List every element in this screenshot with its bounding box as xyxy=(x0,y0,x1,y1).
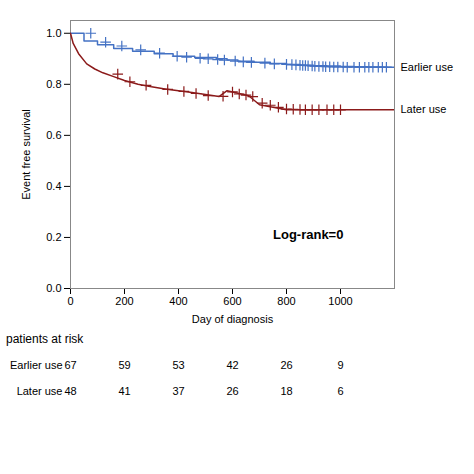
svg-text:Later use: Later use xyxy=(401,103,447,115)
svg-text:800: 800 xyxy=(277,295,295,307)
svg-text:0.4: 0.4 xyxy=(46,180,61,192)
svg-text:37: 37 xyxy=(172,385,184,397)
svg-text:41: 41 xyxy=(118,385,130,397)
svg-text:400: 400 xyxy=(169,295,187,307)
svg-text:59: 59 xyxy=(118,359,130,371)
svg-text:9: 9 xyxy=(337,359,343,371)
svg-text:Earlier use: Earlier use xyxy=(10,359,63,371)
svg-text:Log-rank=0: Log-rank=0 xyxy=(273,227,343,242)
svg-text:48: 48 xyxy=(64,385,76,397)
svg-text:26: 26 xyxy=(280,359,292,371)
svg-text:0.6: 0.6 xyxy=(46,129,61,141)
svg-text:6: 6 xyxy=(337,385,343,397)
svg-text:600: 600 xyxy=(223,295,241,307)
svg-text:18: 18 xyxy=(280,385,292,397)
svg-text:Event free survival: Event free survival xyxy=(20,109,32,199)
svg-text:0.8: 0.8 xyxy=(46,78,61,90)
svg-text:Earlier use: Earlier use xyxy=(401,61,454,73)
svg-text:53: 53 xyxy=(172,359,184,371)
svg-text:0: 0 xyxy=(67,295,73,307)
svg-text:67: 67 xyxy=(64,359,76,371)
svg-text:1.0: 1.0 xyxy=(46,27,61,39)
svg-text:200: 200 xyxy=(115,295,133,307)
svg-text:Day of diagnosis: Day of diagnosis xyxy=(192,313,274,325)
svg-text:0.2: 0.2 xyxy=(46,231,61,243)
svg-text:26: 26 xyxy=(226,385,238,397)
svg-text:1000: 1000 xyxy=(328,295,352,307)
html-text:patients at risk: patients at risk xyxy=(6,332,84,346)
svg-text:0.0: 0.0 xyxy=(46,282,61,294)
svg-text:42: 42 xyxy=(226,359,238,371)
svg-text:Later use: Later use xyxy=(17,385,63,397)
